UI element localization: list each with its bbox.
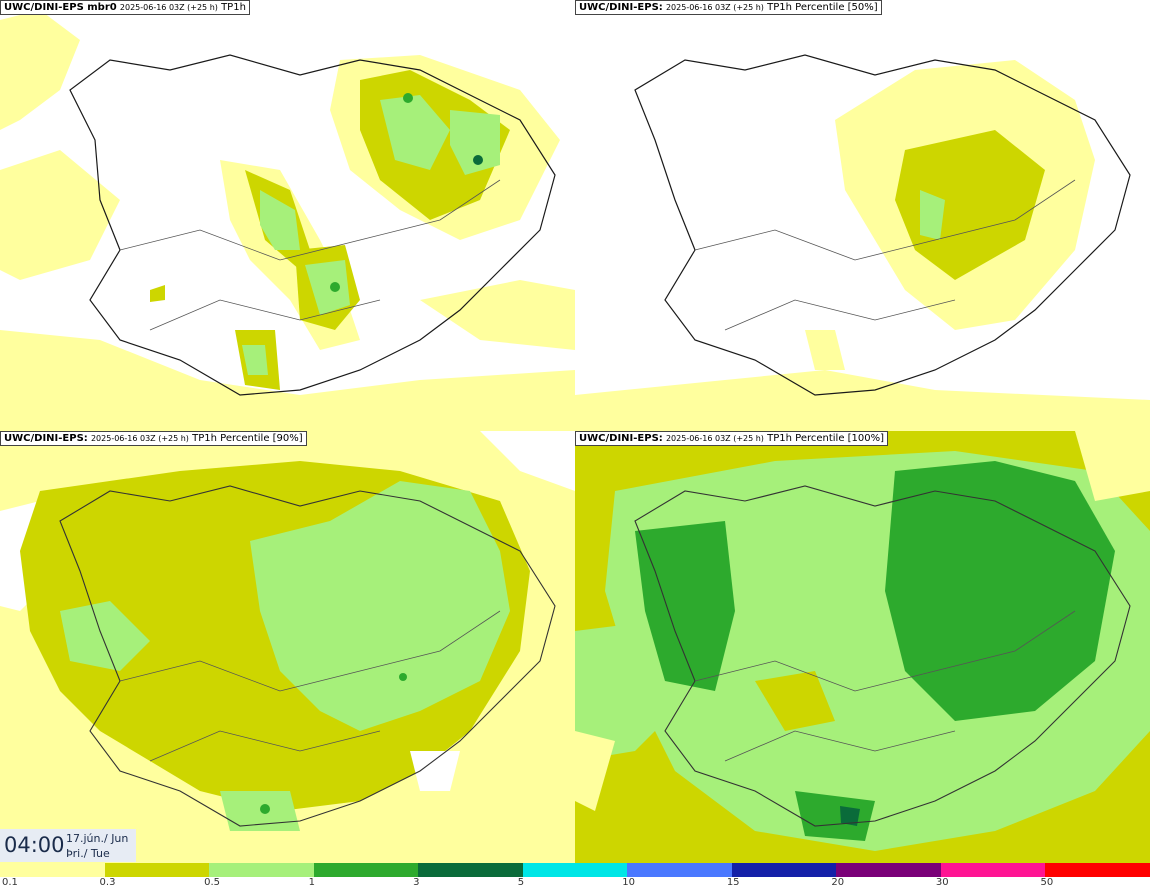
colorbar-tick-label: 1 xyxy=(308,877,315,888)
map-panel-percentile-100: UWC/DINI-EPS: 2025-06-16 03Z (+25 h) TP1… xyxy=(575,431,1150,863)
valid-date-line2: Þri./ Tue xyxy=(66,847,110,860)
colorbar-tick-label: 0.5 xyxy=(204,877,220,888)
colorbar-tick-label: 0.1 xyxy=(2,877,18,888)
valid-date-line1: 17.jún./ Jun xyxy=(66,832,129,845)
colorbar-segment xyxy=(209,863,315,877)
panel-title: UWC/DINI-EPS: 2025-06-16 03Z (+25 h) TP1… xyxy=(575,0,882,15)
colorbar-segment xyxy=(836,863,942,877)
colorbar-segment xyxy=(731,863,837,877)
colorbar-tick-label: 15 xyxy=(726,877,740,888)
precip-map-p90 xyxy=(0,431,575,863)
colorbar-segment xyxy=(627,863,733,877)
colorbar-tick-label: 50 xyxy=(1040,877,1054,888)
map-panel-member0: UWC/DINI-EPS mbr0 2025-06-16 03Z (+25 h)… xyxy=(0,0,575,431)
panel-title: UWC/DINI-EPS mbr0 2025-06-16 03Z (+25 h)… xyxy=(0,0,250,15)
valid-time-box: 04:00 17.jún./ Jun Þri./ Tue xyxy=(0,829,136,862)
valid-date: 17.jún./ Jun Þri./ Tue xyxy=(66,831,128,861)
colorbar-segment xyxy=(522,863,628,877)
colorbar-tick-label: 0.3 xyxy=(99,877,116,888)
colorbar-segment xyxy=(313,863,419,877)
precip-map-member0 xyxy=(0,0,575,431)
precip-colorbar xyxy=(0,863,1150,877)
precip-map-p50 xyxy=(575,0,1150,431)
colorbar-tick-label: 10 xyxy=(622,877,635,888)
colorbar-segment xyxy=(104,863,210,877)
panel-title: UWC/DINI-EPS: 2025-06-16 03Z (+25 h) TP1… xyxy=(0,431,307,446)
colorbar-segment xyxy=(940,863,1046,877)
colorbar-tick-label: 30 xyxy=(935,877,949,888)
map-panel-percentile-50: UWC/DINI-EPS: 2025-06-16 03Z (+25 h) TP1… xyxy=(575,0,1150,431)
colorbar-segment xyxy=(0,863,106,877)
colorbar-segment xyxy=(1045,863,1150,877)
colorbar-tick-label: 5 xyxy=(517,877,525,888)
panel-title: UWC/DINI-EPS: 2025-06-16 03Z (+25 h) TP1… xyxy=(575,431,889,446)
valid-time: 04:00 xyxy=(4,833,65,857)
colorbar-segment xyxy=(418,863,524,877)
precip-map-p100 xyxy=(575,431,1150,863)
colorbar-tick-label: 20 xyxy=(831,877,845,888)
colorbar-tick-label: 3 xyxy=(413,877,420,888)
map-panel-percentile-90: UWC/DINI-EPS: 2025-06-16 03Z (+25 h) TP1… xyxy=(0,431,575,863)
